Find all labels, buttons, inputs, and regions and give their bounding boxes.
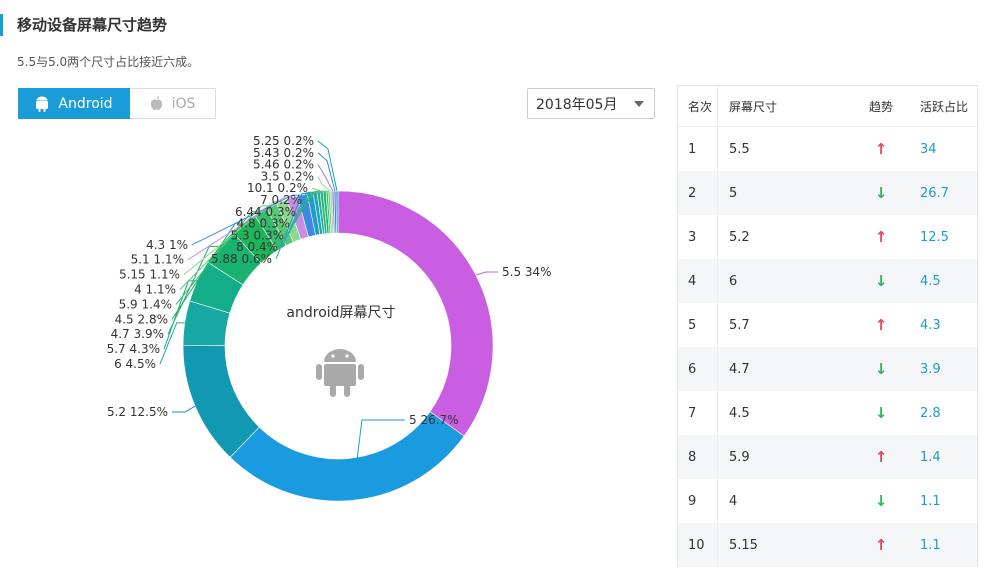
size-cell: 5.2: [718, 215, 856, 259]
header-share: 活跃占比: [906, 86, 976, 126]
share-cell: 4.3: [906, 303, 976, 347]
rank-cell: 9: [678, 479, 718, 523]
table-row: 6 4.7 ↓ 3.9: [678, 347, 977, 391]
rank-table-header: 名次 屏幕尺寸 趋势 活跃占比: [678, 86, 977, 127]
share-cell: 3.9: [906, 347, 976, 391]
arrow-up-icon: ↑: [856, 303, 906, 347]
share-cell: 4.5: [906, 259, 976, 303]
header-size: 屏幕尺寸: [718, 86, 856, 126]
leader-line-5.2: [172, 406, 195, 412]
leader-line-5.5: [476, 272, 498, 275]
page-title: 移动设备屏幕尺寸趋势: [17, 14, 167, 36]
arrow-down-icon: ↓: [856, 347, 906, 391]
data-label-4.7: 4.7 3.9%: [111, 327, 164, 341]
tab-android-label: Android: [58, 96, 112, 112]
pie-slice-5.25[interactable]: [336, 191, 338, 233]
arrow-up-icon: ↑: [856, 215, 906, 259]
data-label-5.2: 5.2 12.5%: [107, 405, 168, 419]
data-label-5.25: 5.25 0.2%: [253, 134, 314, 148]
arrow-up-icon: ↑: [856, 127, 906, 171]
rank-table: 名次 屏幕尺寸 趋势 活跃占比 1 5.5 ↑ 34 2 5 ↓ 26.7 3 5.2 ↑ 12.5 4…: [677, 85, 978, 567]
data-label-5.15: 5.15 1.1%: [119, 268, 180, 282]
android-icon: [316, 349, 364, 397]
table-row: 4 6 ↓ 4.5: [678, 259, 977, 303]
tab-android[interactable]: Android: [18, 88, 130, 119]
data-label-5.7: 5.7 4.3%: [107, 342, 160, 356]
rank-cell: 2: [678, 171, 718, 215]
share-cell: 12.5: [906, 215, 976, 259]
rank-cell: 3: [678, 215, 718, 259]
arrow-down-icon: ↓: [856, 391, 906, 435]
arrow-up-icon: ↑: [856, 435, 906, 479]
table-row: 7 4.5 ↓ 2.8: [678, 391, 977, 435]
data-label-4.3: 4.3 1%: [146, 238, 188, 252]
leader-line-5.25: [318, 141, 337, 191]
share-cell: 34: [906, 127, 976, 171]
data-label-5.9: 5.9 1.4%: [119, 297, 172, 311]
arrow-up-icon: ↑: [856, 523, 906, 567]
chart-center-title: android屏幕尺寸: [286, 305, 395, 321]
size-cell: 6: [718, 259, 856, 303]
rank-cell: 5: [678, 303, 718, 347]
table-row: 3 5.2 ↑ 12.5: [678, 215, 977, 259]
android-icon: [35, 96, 49, 112]
date-select[interactable]: 2018年05月: [527, 88, 655, 119]
size-cell: 5.15: [718, 523, 856, 567]
rank-cell: 1: [678, 127, 718, 171]
leader-line-10.1: [312, 188, 329, 191]
share-cell: 1.1: [906, 479, 976, 523]
share-cell: 2.8: [906, 391, 976, 435]
table-row: 8 5.9 ↑ 1.4: [678, 435, 977, 479]
rank-cell: 10: [678, 523, 718, 567]
size-cell: 4: [718, 479, 856, 523]
size-cell: 5: [718, 171, 856, 215]
rank-cell: 6: [678, 347, 718, 391]
data-label-4: 4 1.1%: [134, 283, 176, 297]
page-subtitle: 5.5与5.0两个尺寸占比接近六成。: [17, 53, 199, 70]
donut-chart: 5.5 34% 5 26.7% 5.2 12.5% 6 4.5%5.7 4.3%4.7…: [0, 120, 660, 586]
table-row: 5 5.7 ↑ 4.3: [678, 303, 977, 347]
share-cell: 1.1: [906, 523, 976, 567]
size-cell: 4.7: [718, 347, 856, 391]
size-cell: 5.7: [718, 303, 856, 347]
table-row: 9 4 ↓ 1.1: [678, 479, 977, 523]
date-select-value: 2018年05月: [536, 94, 617, 114]
share-cell: 1.4: [906, 435, 976, 479]
chevron-down-icon: [634, 101, 644, 107]
size-cell: 4.5: [718, 391, 856, 435]
data-label-4.5: 4.5 2.8%: [115, 312, 168, 326]
rank-table-body: 1 5.5 ↑ 34 2 5 ↓ 26.7 3 5.2 ↑ 12.5 4 6 ↓ 4.5 5 5.7 ↑ 4.3 6 4.…: [678, 127, 977, 567]
apple-icon: [150, 96, 163, 111]
table-row: 1 5.5 ↑ 34: [678, 127, 977, 171]
data-label-5: 5 26.7%: [409, 413, 459, 427]
arrow-down-icon: ↓: [856, 479, 906, 523]
size-cell: 5.5: [718, 127, 856, 171]
title-accent-bar: [0, 14, 3, 36]
share-cell: 26.7: [906, 171, 976, 215]
size-cell: 5.9: [718, 435, 856, 479]
data-label-5.5: 5.5 34%: [502, 265, 552, 279]
platform-tabs: Android iOS: [18, 88, 216, 119]
rank-cell: 7: [678, 391, 718, 435]
rank-cell: 4: [678, 259, 718, 303]
rank-cell: 8: [678, 435, 718, 479]
data-label-6: 6 4.5%: [114, 357, 156, 371]
header-trend: 趋势: [856, 86, 906, 126]
arrow-down-icon: ↓: [856, 259, 906, 303]
tab-ios[interactable]: iOS: [130, 88, 216, 119]
data-label-5.1: 5.1 1.1%: [131, 253, 184, 267]
tab-ios-label: iOS: [172, 96, 196, 112]
header-rank: 名次: [678, 86, 718, 126]
table-row: 2 5 ↓ 26.7: [678, 171, 977, 215]
table-row: 10 5.15 ↑ 1.1: [678, 523, 977, 567]
arrow-down-icon: ↓: [856, 171, 906, 215]
